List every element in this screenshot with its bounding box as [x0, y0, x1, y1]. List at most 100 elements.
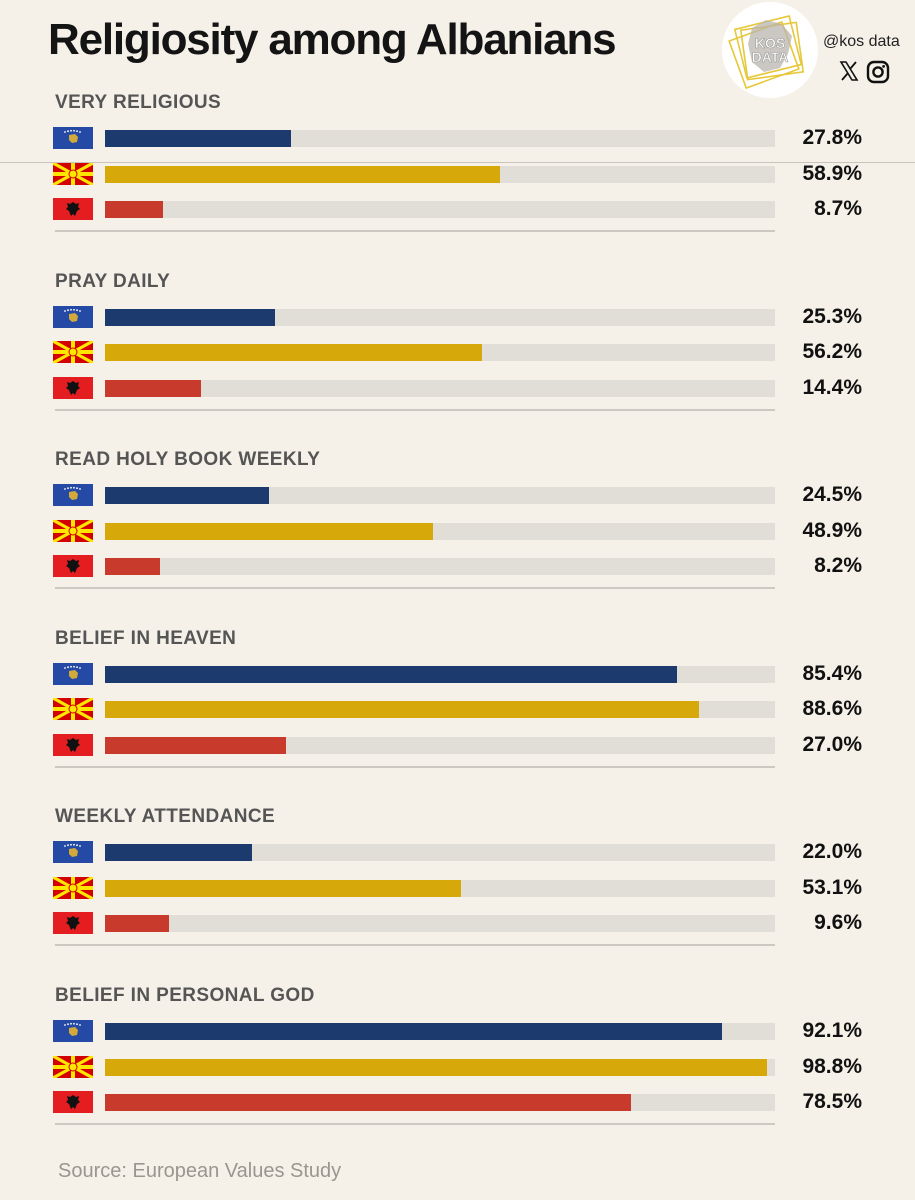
social-handle: @kos data	[823, 33, 900, 50]
bar-north-macedonia	[105, 1058, 767, 1076]
instagram-icon[interactable]	[866, 60, 890, 89]
group-label: VERY RELIGIOUS	[55, 92, 222, 113]
bar-kosovo	[105, 487, 270, 505]
data-label: 14.4%	[802, 375, 862, 399]
data-label: 78.5%	[802, 1090, 862, 1113]
bar-track	[105, 165, 775, 183]
group-divider	[55, 230, 775, 232]
bar-track	[105, 522, 775, 540]
bar-row-albania: 9.6%	[0, 911, 915, 935]
north-macedonia-flag-icon	[53, 876, 93, 899]
data-label: 88.6%	[802, 697, 862, 721]
data-label: 8.2%	[814, 554, 862, 578]
data-label: 22.0%	[802, 840, 862, 864]
group-label: BELIEF IN HEAVEN	[55, 627, 237, 649]
bar-kosovo	[105, 1023, 723, 1040]
bar-track	[105, 558, 775, 576]
kos-data-logo: KOS DATA	[722, 2, 818, 98]
kosovo-flag-icon	[53, 484, 93, 507]
bar-track	[105, 344, 775, 362]
bar-track	[105, 201, 775, 218]
kosovo-flag-icon	[53, 305, 93, 328]
bar-north-macedonia	[105, 165, 500, 183]
bar-row-north-macedonia: 53.1%	[0, 875, 915, 899]
bar-row-albania: 27.0%	[0, 732, 915, 756]
group-label: WEEKLY ATTENDANCE	[55, 806, 276, 828]
bar-track	[105, 736, 775, 754]
data-label: 56.2%	[802, 340, 862, 364]
group-divider	[55, 765, 775, 768]
bar-north-macedonia	[105, 879, 461, 897]
albania-flag-icon	[53, 912, 93, 935]
bar-row-albania: 78.5%	[0, 1090, 915, 1113]
bar-track	[105, 879, 775, 897]
albania-flag-icon	[53, 198, 93, 220]
x-icon[interactable]	[838, 60, 860, 89]
bar-albania	[105, 736, 286, 754]
albania-flag-icon	[53, 555, 93, 578]
group-divider	[55, 587, 775, 590]
kosovo-flag-icon	[53, 127, 93, 149]
bar-track	[105, 130, 775, 147]
bar-albania	[105, 379, 202, 397]
data-label: 9.6%	[814, 911, 862, 935]
bar-kosovo	[105, 844, 253, 862]
bar-kosovo	[105, 308, 275, 326]
albania-flag-icon	[53, 1091, 93, 1113]
bar-row-kosovo: 92.1%	[0, 1019, 915, 1042]
data-label: 53.1%	[802, 875, 862, 899]
kosovo-flag-icon	[53, 841, 93, 864]
bar-track	[105, 1023, 775, 1040]
group-label: PRAY DAILY	[55, 270, 171, 292]
north-macedonia-flag-icon	[53, 162, 93, 185]
kosovo-flag-icon	[53, 662, 93, 685]
bar-row-north-macedonia: 98.8%	[0, 1055, 915, 1078]
data-label: 85.4%	[802, 661, 862, 685]
logo-text-data: DATA	[752, 49, 789, 65]
bar-track	[105, 379, 775, 397]
bar-row-kosovo: 24.5%	[0, 483, 915, 507]
bar-track	[105, 701, 775, 719]
bar-track	[105, 1094, 775, 1111]
albania-flag-icon	[53, 733, 93, 756]
bar-track	[105, 665, 775, 683]
bar-track	[105, 308, 775, 326]
bar-row-albania: 8.7%	[0, 197, 915, 220]
bar-row-kosovo: 22.0%	[0, 840, 915, 864]
bar-north-macedonia	[105, 344, 482, 362]
bar-row-albania: 14.4%	[0, 375, 915, 399]
kosovo-flag-icon	[53, 1020, 93, 1042]
bar-row-north-macedonia: 48.9%	[0, 518, 915, 542]
data-label: 27.8%	[802, 126, 862, 149]
bar-albania	[105, 558, 160, 576]
bar-albania	[105, 1094, 631, 1111]
chart-title: Religiosity among Albanians	[48, 15, 617, 64]
bar-albania	[105, 915, 170, 933]
group-divider	[55, 1123, 775, 1125]
data-label: 27.0%	[802, 732, 862, 756]
data-label: 25.3%	[802, 304, 862, 328]
group-divider	[55, 944, 775, 947]
group-label: READ HOLY BOOK WEEKLY	[55, 449, 321, 471]
bar-row-albania: 8.2%	[0, 554, 915, 578]
source-note: Source: European Values Study	[58, 1160, 342, 1182]
bar-row-kosovo: 85.4%	[0, 661, 915, 685]
data-label: 48.9%	[802, 518, 862, 542]
bar-kosovo	[105, 130, 292, 147]
bar-row-kosovo: 27.8%	[0, 126, 915, 149]
bar-track	[105, 915, 775, 933]
data-label: 58.9%	[802, 161, 862, 185]
bar-row-north-macedonia: 58.9%	[0, 161, 915, 185]
group-divider	[55, 408, 775, 411]
social-icons	[838, 60, 890, 89]
north-macedonia-flag-icon	[53, 519, 93, 542]
bar-row-north-macedonia: 88.6%	[0, 697, 915, 721]
bar-track	[105, 487, 775, 505]
north-macedonia-flag-icon	[53, 1055, 93, 1078]
bar-track	[105, 844, 775, 862]
bar-north-macedonia	[105, 701, 699, 719]
albania-flag-icon	[53, 376, 93, 399]
bar-row-north-macedonia: 56.2%	[0, 340, 915, 364]
bar-track	[105, 1058, 775, 1076]
bar-north-macedonia	[105, 522, 433, 540]
